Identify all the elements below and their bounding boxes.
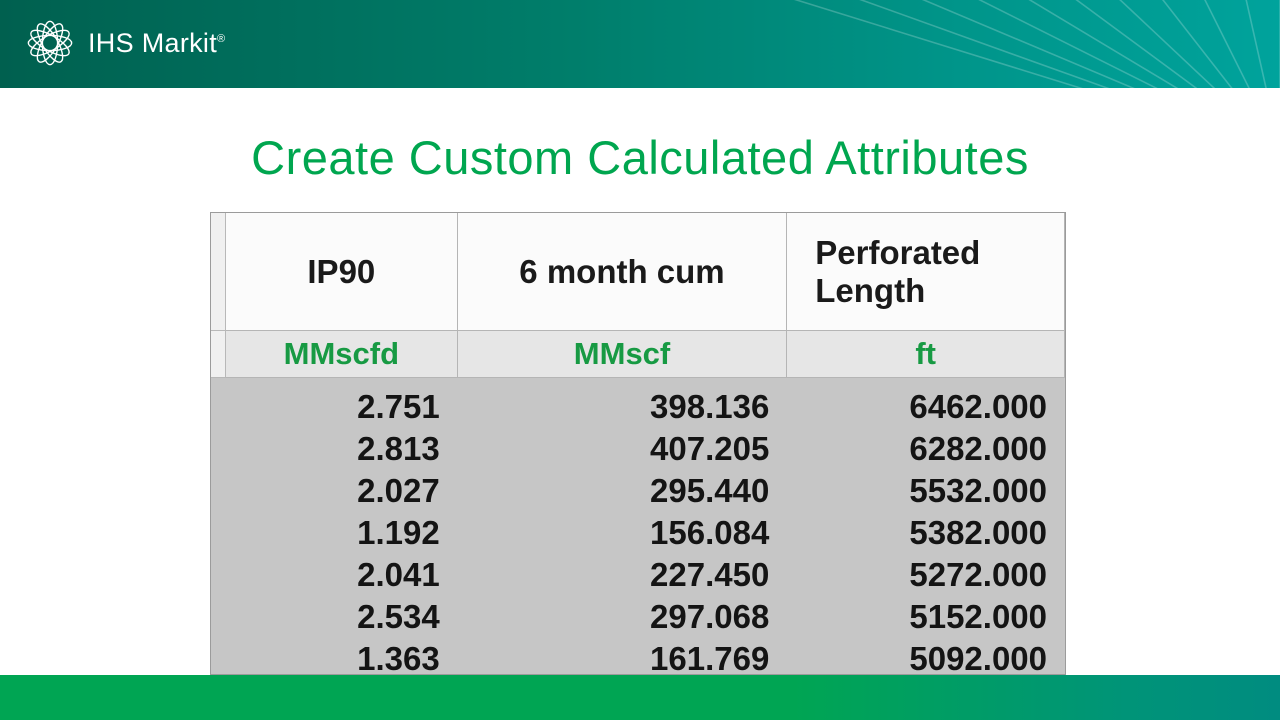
unit-ft: ft [787, 331, 1065, 378]
cell-value: 297.068 [650, 598, 770, 635]
table-row: 2.534 297.068 5152.000 [211, 596, 1065, 638]
column-header-ip90: IP90 [225, 213, 458, 331]
cell-value: 1.192 [357, 514, 440, 551]
footer-bar [0, 675, 1280, 720]
column-header-perforated-length: Perforated Length [787, 213, 1065, 331]
ihs-markit-globe-icon [24, 17, 76, 69]
table-row: 2.813 407.205 6282.000 [211, 428, 1065, 470]
table-row: 1.363 161.769 5092.000 [211, 638, 1065, 675]
cell-value: 5152.000 [909, 598, 1048, 635]
cell-value: 5272.000 [909, 556, 1048, 593]
top-brand-bar: IHS Markit® [0, 0, 1280, 88]
cell-value: 6282.000 [909, 430, 1048, 467]
row-gutter [211, 331, 226, 378]
table-data-area: 2.751 398.136 6462.000 2.813 407.205 628… [211, 378, 1065, 675]
cell-value: 2.027 [357, 472, 440, 509]
cell-value: 2.534 [357, 598, 440, 635]
table-unit-row: MMscfd MMscf ft [211, 331, 1065, 378]
cell-value: 295.440 [650, 472, 770, 509]
cell-value: 407.205 [650, 430, 770, 467]
table-row: 1.192 156.084 5382.000 [211, 512, 1065, 554]
cell-value: 227.450 [650, 556, 770, 593]
cell-value: 1.363 [357, 640, 440, 675]
table-header-row: IP90 6 month cum Perforated Length [211, 213, 1065, 331]
cell-value: 2.813 [357, 430, 440, 467]
cell-value: 156.084 [650, 514, 770, 551]
cell-value: 6462.000 [909, 388, 1048, 425]
page-title: Create Custom Calculated Attributes [251, 131, 1029, 184]
cell-value: 398.136 [650, 388, 770, 425]
unit-mmscf: MMscf [457, 331, 788, 378]
cell-value: 2.751 [357, 388, 440, 425]
registered-mark: ® [217, 32, 226, 45]
cell-value: 161.769 [650, 640, 770, 675]
row-gutter [211, 213, 226, 331]
cell-value: 5382.000 [909, 514, 1048, 551]
header-rays-decoration [793, 0, 1280, 88]
table-row: 2.751 398.136 6462.000 [211, 386, 1065, 428]
column-header-6-month-cum: 6 month cum [457, 213, 788, 331]
cell-value: 5092.000 [909, 640, 1048, 675]
unit-mmscfd: MMscfd [225, 331, 458, 378]
table-row: 2.027 295.440 5532.000 [211, 470, 1065, 512]
attributes-table: IP90 6 month cum Perforated Length MMscf… [210, 212, 1066, 675]
brand-logo: IHS Markit® [24, 17, 225, 69]
table-row: 2.041 227.450 5272.000 [211, 554, 1065, 596]
brand-logo-text: IHS Markit® [88, 27, 226, 58]
cell-value: 5532.000 [909, 472, 1048, 509]
cell-value: 2.041 [357, 556, 440, 593]
